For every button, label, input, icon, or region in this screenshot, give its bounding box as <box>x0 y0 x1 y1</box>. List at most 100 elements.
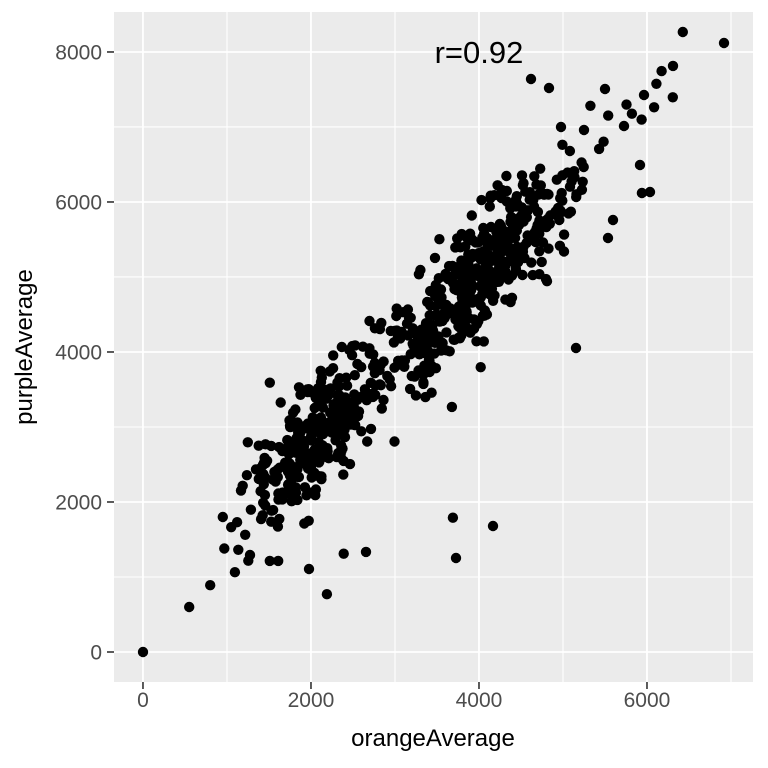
data-point <box>356 361 367 373</box>
data-point <box>326 427 337 438</box>
data-point <box>543 82 555 94</box>
data-point <box>299 518 310 529</box>
data-point <box>496 240 507 251</box>
data-point <box>636 114 647 125</box>
y-tick-label: 2000 <box>55 491 102 514</box>
data-point <box>457 321 468 332</box>
data-point <box>409 371 420 382</box>
data-point <box>229 567 241 578</box>
data-point <box>420 391 431 403</box>
data-point <box>441 345 452 356</box>
data-point <box>554 214 565 226</box>
data-point <box>526 257 537 268</box>
data-point <box>362 436 373 447</box>
data-point <box>446 401 458 413</box>
data-point <box>451 262 462 273</box>
data-point <box>520 186 531 197</box>
data-point <box>481 309 493 320</box>
data-point <box>506 225 518 237</box>
data-point <box>466 210 477 221</box>
data-point <box>478 246 489 257</box>
data-point <box>621 99 632 110</box>
data-point <box>384 374 395 385</box>
data-point <box>254 463 265 474</box>
data-point <box>364 315 375 327</box>
data-point <box>510 262 521 274</box>
data-point <box>418 377 429 388</box>
data-point <box>339 393 350 404</box>
data-point <box>237 480 248 491</box>
data-point <box>329 408 340 419</box>
data-point <box>306 458 318 469</box>
data-point <box>532 206 544 218</box>
data-point <box>510 194 522 205</box>
scatter-points-layer <box>137 26 730 658</box>
data-point <box>336 341 347 353</box>
data-point <box>376 403 387 414</box>
data-point <box>341 372 352 383</box>
data-point <box>219 543 230 554</box>
data-point <box>305 433 316 444</box>
data-point <box>557 195 568 206</box>
data-point <box>593 143 605 155</box>
data-point <box>450 552 462 564</box>
data-point <box>577 176 588 187</box>
data-point <box>284 460 295 471</box>
data-point <box>295 458 306 470</box>
data-point <box>314 392 325 404</box>
data-point <box>375 380 386 391</box>
axis-tick-marks <box>107 51 648 689</box>
data-point <box>369 368 380 379</box>
data-point <box>311 447 322 458</box>
data-point <box>555 121 567 133</box>
data-point <box>536 256 547 268</box>
data-point <box>244 549 256 561</box>
data-point <box>391 310 402 322</box>
data-point <box>231 517 243 528</box>
data-point <box>543 213 554 224</box>
data-point <box>524 194 535 205</box>
data-point <box>391 325 403 336</box>
data-point <box>529 171 540 182</box>
data-point <box>337 402 349 414</box>
data-point <box>718 37 730 49</box>
data-point <box>421 327 432 338</box>
data-point <box>290 482 301 493</box>
data-point <box>370 389 381 401</box>
x-tick-label: 0 <box>137 689 149 712</box>
data-point <box>233 544 244 555</box>
data-point <box>506 292 518 303</box>
data-point <box>576 184 588 195</box>
data-point <box>375 359 386 371</box>
data-point <box>599 83 611 95</box>
data-point <box>503 274 514 285</box>
correlation-annotation: r=0.92 <box>435 35 524 70</box>
data-point <box>501 170 512 182</box>
data-point <box>475 300 486 311</box>
data-point <box>301 490 312 501</box>
data-point <box>471 336 482 347</box>
data-point <box>626 108 638 119</box>
data-point <box>541 188 553 200</box>
data-point <box>286 496 297 507</box>
data-point <box>638 89 650 101</box>
data-point <box>345 419 357 430</box>
data-point <box>273 441 285 453</box>
data-point <box>493 276 505 287</box>
data-point <box>334 416 346 427</box>
data-point <box>338 548 349 559</box>
data-point <box>369 323 381 334</box>
data-point <box>217 511 228 523</box>
data-point <box>255 486 266 497</box>
data-point <box>578 161 589 173</box>
data-point <box>564 145 576 157</box>
data-point <box>607 214 619 226</box>
data-point <box>472 237 484 248</box>
y-tick-label: 0 <box>90 641 102 664</box>
data-point <box>550 206 561 217</box>
data-point <box>424 310 435 321</box>
data-point <box>456 228 467 240</box>
data-point <box>533 189 544 200</box>
data-point <box>495 220 507 232</box>
data-point <box>402 330 414 341</box>
